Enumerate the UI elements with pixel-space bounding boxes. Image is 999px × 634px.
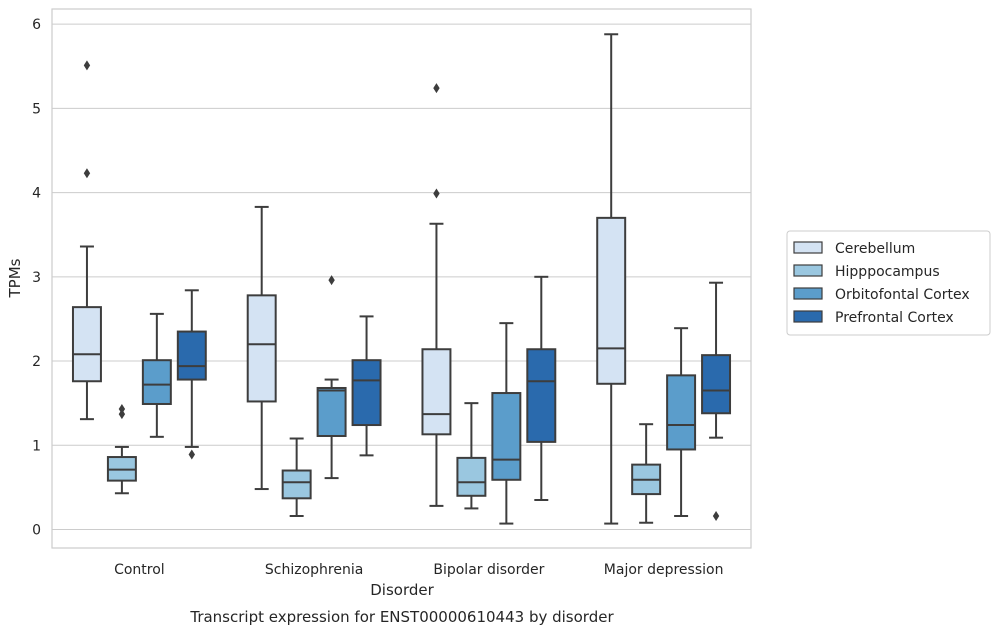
box-body [596,216,627,385]
legend-frame [786,230,991,336]
legend-swatch [793,241,823,254]
box-group [526,275,557,501]
y-tick-label: 6 [32,17,41,33]
legend-label: Orbitofontal Cortex [835,287,970,303]
plot-frame [51,8,752,549]
legend-label: Cerebellum [835,241,915,257]
outlier-point [433,188,440,199]
box-group [351,315,382,457]
box-group [631,423,662,524]
box-layer [71,33,732,525]
box-body [491,392,522,481]
box-body [526,348,557,443]
legend-label: Prefrontal Cortex [835,310,954,326]
box-body [456,456,487,497]
legend: Cerebellum Hipppocampus Orbitofontal Corte… [786,230,991,336]
outlier-point [188,449,195,460]
y-tick-labels: 0 1 2 3 4 5 6 [32,17,41,538]
box-group [666,327,697,517]
box-body [421,348,452,436]
box-group [701,281,732,521]
x-tick-label: Major depression [604,562,724,578]
box-body [666,374,697,451]
box-group [141,312,172,438]
x-tick-label: Bipolar disorder [433,562,544,578]
box-body [141,359,172,405]
legend-swatch [793,264,823,277]
y-tick-label: 4 [32,186,41,202]
box-group [456,402,487,510]
y-tick-label: 0 [32,522,41,538]
box-body [176,330,207,381]
x-tick-label: Control [114,562,165,578]
box-group [176,289,207,460]
outlier-point [83,168,91,179]
x-axis-label: Disorder [370,581,434,599]
box-body [701,354,732,415]
x-tick-label: Schizophrenia [265,562,363,578]
box-group [316,275,347,480]
box-group [71,60,102,421]
outlier-point [83,60,91,71]
y-tick-label: 5 [32,101,41,117]
legend-swatch [793,287,823,300]
x-tick-labels: Control Schizophrenia Bipolar disorder Majo… [114,562,723,578]
chart-title: Transcript expression for ENST0000061044… [189,608,614,626]
box-group [491,322,522,525]
legend-swatch [793,310,823,323]
y-axis-label: TPMs [6,258,24,298]
box-group [281,437,312,517]
box-body [71,306,102,383]
y-tick-label: 3 [32,270,41,286]
box-group [106,404,137,495]
box-body [246,294,277,403]
outlier-point [118,404,126,415]
outlier-point [118,409,126,420]
y-tick-label: 2 [32,354,41,370]
outlier-point [328,275,335,286]
box-body [351,359,382,427]
outlier-point [433,83,440,94]
box-group [596,33,627,525]
box-body [316,386,347,437]
box-group [421,83,452,507]
y-tick-label: 1 [32,438,41,454]
legend-label: Hipppocampus [835,264,940,280]
box-body [281,469,312,500]
outlier-point [712,510,720,521]
box-group [246,205,277,491]
